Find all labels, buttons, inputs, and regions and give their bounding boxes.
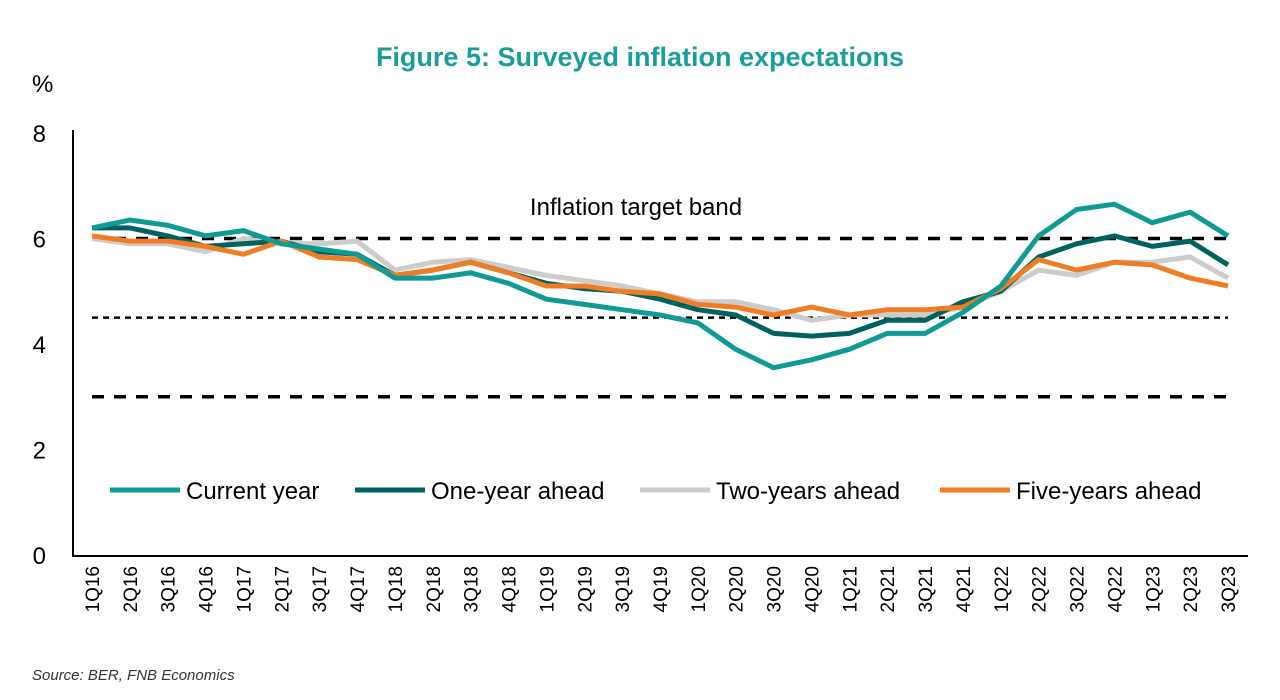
x-tick-label: 2Q18 <box>424 566 445 612</box>
x-tick-label: 3Q21 <box>916 566 937 612</box>
x-tick-label: 1Q20 <box>689 566 710 612</box>
x-tick-label: 3Q22 <box>1068 566 1089 612</box>
y-tick-label: 2 <box>33 438 46 465</box>
source-note: Source: BER, FNB Economics <box>32 667 235 684</box>
x-tick-label: 1Q18 <box>386 566 407 612</box>
legend-label: One-year ahead <box>431 478 604 505</box>
x-tick-label: 4Q21 <box>954 566 975 612</box>
x-tick-label: 4Q19 <box>651 566 672 612</box>
series-line-one-year-ahead <box>92 225 1230 339</box>
legend-label: Current year <box>186 478 319 505</box>
legend-label: Five-years ahead <box>1016 478 1201 505</box>
chart-title: Figure 5: Surveyed inflation expectation… <box>376 42 904 72</box>
x-tick-label: 2Q17 <box>272 566 293 612</box>
x-tick-label: 1Q23 <box>1143 566 1164 612</box>
x-tick-label: 3Q16 <box>159 566 180 612</box>
x-tick-label: 4Q22 <box>1105 566 1126 612</box>
series-line-five-years-ahead <box>91 233 1229 318</box>
x-tick-label: 1Q17 <box>234 566 255 612</box>
x-tick-label: 1Q21 <box>840 566 861 612</box>
y-tick-label: 0 <box>33 543 46 570</box>
x-tick-label: 2Q21 <box>878 566 899 612</box>
x-tick-label: 3Q17 <box>310 566 331 612</box>
x-tick-label: 3Q19 <box>613 566 634 612</box>
x-tick-label: 2Q19 <box>575 566 596 612</box>
x-tick-label: 3Q23 <box>1219 566 1240 612</box>
x-tick-label: 4Q17 <box>348 566 369 612</box>
x-tick-label: 2Q16 <box>121 566 142 612</box>
x-tick-label: 4Q16 <box>197 566 218 612</box>
x-tick-label: 2Q20 <box>727 566 748 612</box>
x-tick-label: 1Q19 <box>537 566 558 612</box>
x-tick-label: 3Q20 <box>765 566 786 612</box>
series-line-current-year <box>91 201 1230 371</box>
y-tick-label: 8 <box>33 121 46 148</box>
x-tick-label: 1Q22 <box>992 566 1013 612</box>
annotation: Inflation target band <box>530 194 742 221</box>
x-tick-label: 4Q18 <box>500 566 521 612</box>
y-axis-label: % <box>32 71 53 98</box>
x-tick-label: 1Q16 <box>83 566 104 612</box>
x-tick-label: 3Q18 <box>462 566 483 612</box>
y-tick-label: 4 <box>33 332 46 359</box>
x-tick-label: 2Q23 <box>1181 566 1202 612</box>
y-tick-label: 6 <box>33 227 46 254</box>
x-tick-label: 4Q20 <box>802 566 823 612</box>
x-tick-label: 2Q22 <box>1030 566 1051 612</box>
legend-label: Two-years ahead <box>716 478 900 505</box>
